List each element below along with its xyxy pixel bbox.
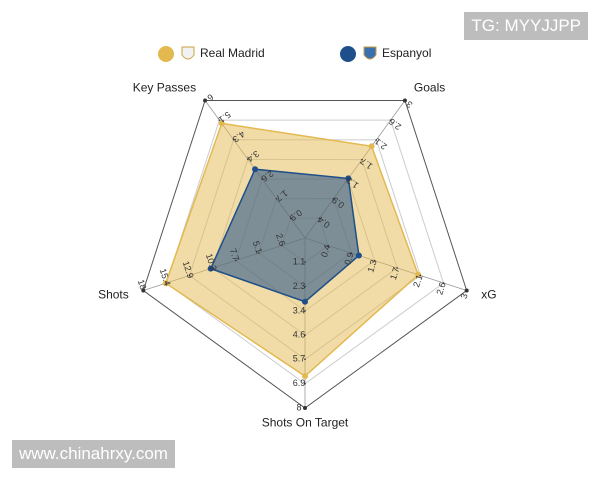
- tick-label: 1.7: [388, 266, 401, 281]
- data-point: [355, 252, 362, 259]
- tick-mark: [464, 288, 469, 293]
- series-area: [209, 168, 360, 303]
- legend-label: Real Madrid: [200, 46, 265, 60]
- tick-label: 2.1: [411, 273, 424, 288]
- tick-mark: [332, 197, 335, 200]
- crest: [181, 46, 195, 60]
- data-point: [252, 166, 259, 173]
- tick-label: 1.1: [293, 257, 306, 267]
- watermark: www.chinahrxy.com: [12, 440, 175, 468]
- tick-mark: [361, 158, 363, 161]
- tick-label: 6.9: [293, 378, 306, 388]
- data-point: [302, 373, 308, 380]
- axis-label: Key Passes: [133, 80, 196, 94]
- grid-ring: [165, 119, 445, 385]
- data-point: [302, 298, 308, 305]
- tick-label: 6: [205, 92, 215, 103]
- data-point: [368, 143, 375, 150]
- tick-mark: [247, 158, 249, 161]
- legend-label: Espanyol: [382, 46, 431, 60]
- tick-label: 7.7: [228, 247, 241, 262]
- tick-mark: [188, 274, 191, 277]
- tick-mark: [419, 274, 422, 277]
- tick-mark: [327, 244, 329, 247]
- tick-mark: [347, 178, 349, 180]
- tick-mark: [218, 119, 221, 121]
- legend-swatch: [158, 46, 174, 62]
- tick-mark: [304, 285, 306, 288]
- tick-label: 18: [136, 278, 149, 291]
- tick-mark: [375, 139, 378, 141]
- tick-mark: [402, 98, 407, 103]
- tick-label: 2.1: [373, 136, 389, 151]
- tick-mark: [203, 98, 208, 103]
- tick-mark: [261, 178, 263, 180]
- tick-mark: [303, 406, 307, 410]
- tick-label: 0.9: [342, 251, 355, 266]
- data-point: [207, 265, 214, 272]
- tick-label: 2.6: [434, 281, 447, 296]
- tick-mark: [275, 198, 278, 200]
- tick-mark: [304, 334, 306, 336]
- tick-mark: [304, 261, 306, 264]
- tick-mark: [304, 358, 306, 361]
- tick-label: 2.6: [387, 116, 403, 131]
- data-point: [218, 120, 225, 127]
- watermark: TG: MYYJJPP: [464, 12, 588, 40]
- tick-mark: [373, 259, 376, 262]
- tick-label: 8: [296, 402, 301, 412]
- tick-label: 1.3: [365, 259, 378, 274]
- grid-ring: [142, 99, 468, 409]
- legend-swatch: [340, 46, 356, 62]
- tick-mark: [141, 288, 146, 293]
- legend-crest: [181, 46, 195, 60]
- tick-mark: [211, 267, 214, 269]
- tick-mark: [396, 267, 398, 269]
- tick-label: 0.4: [319, 244, 332, 259]
- tick-label: 3.4: [293, 305, 306, 315]
- tick-label: 3: [459, 292, 470, 300]
- axis-label: Shots On Target: [262, 415, 349, 429]
- tick-mark: [318, 217, 321, 220]
- tick-mark: [258, 252, 260, 254]
- axis-label: Shots: [98, 287, 129, 301]
- tick-mark: [350, 252, 353, 254]
- tick-label: 2.6: [274, 232, 287, 247]
- tick-label: 5.1: [251, 240, 264, 255]
- tick-label: 4.6: [293, 329, 306, 339]
- tick-mark: [442, 282, 445, 284]
- tick-mark: [389, 119, 392, 121]
- tick-mark: [281, 244, 283, 247]
- tick-mark: [304, 382, 306, 385]
- tick-mark: [165, 282, 168, 284]
- tick-label: 2.3: [293, 281, 306, 291]
- tick-label: 3: [404, 99, 414, 110]
- crest: [363, 46, 377, 60]
- tick-mark: [232, 138, 235, 141]
- data-point: [415, 271, 422, 278]
- tick-label: 5.7: [293, 354, 306, 364]
- axis-label: xG: [481, 287, 496, 301]
- axis-label: Goals: [414, 80, 445, 94]
- tick-mark: [289, 217, 292, 220]
- tick-mark: [304, 310, 306, 312]
- legend-crest: [363, 46, 377, 60]
- tick-mark: [234, 259, 237, 262]
